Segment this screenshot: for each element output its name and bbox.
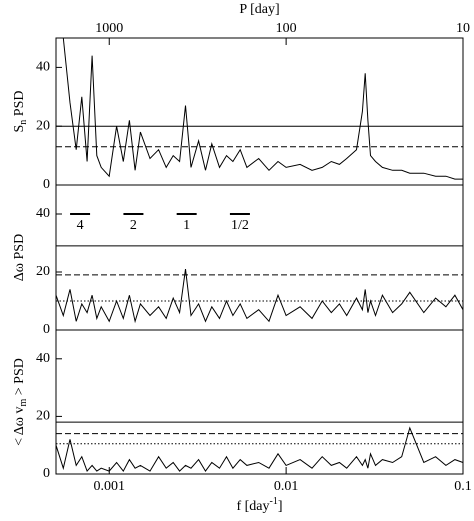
x-tick-label: 0.1	[454, 479, 472, 494]
plot-frame	[55, 37, 464, 186]
y-axis-label: Δω PSD	[12, 234, 27, 281]
y-label-rest: > PSD	[12, 358, 27, 399]
y-tick-label: 20	[36, 118, 50, 133]
top-axis-label: P [day]	[239, 2, 279, 17]
period-label: 2	[130, 218, 137, 233]
y-tick-label: 0	[43, 177, 50, 192]
x-label-sup: -1	[270, 496, 278, 507]
psd-line	[55, 269, 464, 324]
period-label: 1	[183, 218, 190, 233]
y-label-main: < Δω v	[12, 407, 27, 446]
y-tick-label: 20	[36, 409, 50, 424]
y-axis-label: < Δω vm > PSD	[12, 358, 29, 446]
period-label: 1/2	[231, 218, 249, 233]
x-axis-label: f [day-1]	[236, 496, 282, 514]
y-tick-label: 0	[43, 322, 50, 337]
psd-line	[56, 37, 463, 180]
y-tick-label: 40	[36, 351, 50, 366]
y-label-sub: m	[18, 399, 29, 407]
y-label-main: Δω	[12, 263, 27, 281]
y-axis-label: Sn PSD	[12, 91, 29, 133]
x-label-rest: ]	[278, 499, 283, 514]
plot-frame	[55, 329, 464, 475]
period-label: 4	[77, 218, 84, 233]
top-tick-label: 100	[276, 21, 297, 36]
x-tick-label: 0.01	[274, 479, 299, 494]
top-tick-label: 1000	[95, 21, 123, 36]
y-tick-label: 40	[36, 60, 50, 75]
x-tick-label: 0.001	[93, 479, 125, 494]
top-tick-label: 10	[456, 21, 470, 36]
y-label-rest: PSD	[12, 91, 27, 120]
psd-line	[55, 426, 464, 473]
y-label-main: S	[12, 125, 27, 133]
y-tick-label: 0	[43, 466, 50, 481]
x-label-main: f [day	[236, 499, 269, 514]
y-label-rest: PSD	[12, 234, 27, 263]
y-tick-label: 20	[36, 264, 50, 279]
y-tick-label: 40	[36, 206, 50, 221]
y-label-sub: n	[18, 120, 29, 125]
plot-frame	[55, 184, 464, 331]
